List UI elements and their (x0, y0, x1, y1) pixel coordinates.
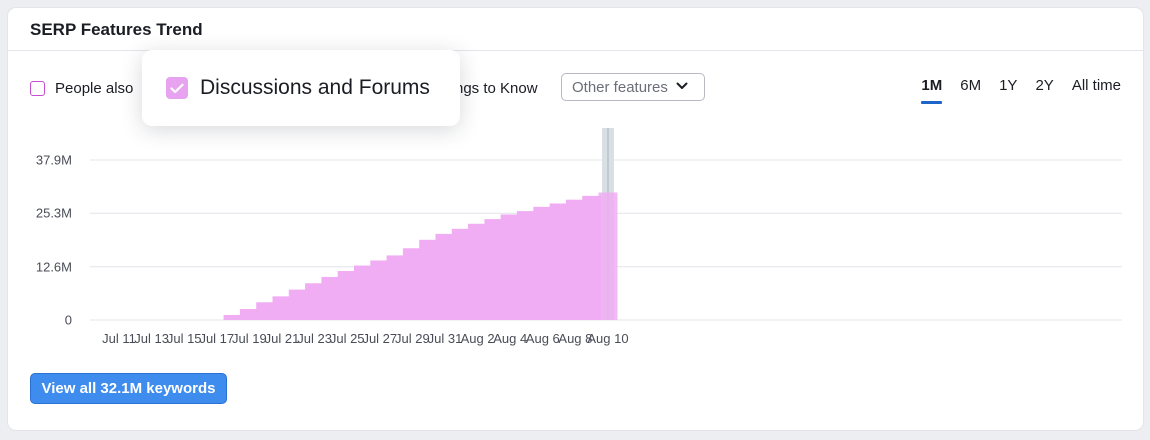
chevron-down-icon (676, 81, 688, 93)
x-tick-label: Aug 10 (587, 331, 628, 346)
x-tick-label: Jul 31 (428, 331, 463, 346)
tab-6m[interactable]: 6M (960, 77, 982, 94)
x-tick-label: Aug 6 (526, 331, 560, 346)
other-features-dropdown[interactable]: Other features (561, 73, 705, 101)
x-tick-label: Aug 4 (493, 331, 527, 346)
things-to-know-label: ngs to Know (455, 80, 538, 97)
bar[interactable] (370, 260, 390, 320)
x-tick-label: Jul 27 (362, 331, 397, 346)
discussions-forums-popup[interactable]: Discussions and Forums (142, 50, 460, 126)
bar[interactable] (402, 248, 422, 320)
bar[interactable] (256, 302, 276, 320)
bar[interactable] (272, 296, 292, 320)
bar[interactable] (288, 289, 308, 320)
y-tick-label: 0 (65, 313, 72, 328)
x-tick-label: Jul 19 (232, 331, 267, 346)
bar[interactable] (533, 206, 553, 320)
x-tick-label: Jul 11 (102, 331, 136, 346)
bar[interactable] (419, 239, 439, 320)
filters-row: People also ngs to Know Other features 1… (8, 68, 1143, 108)
bar[interactable] (223, 314, 243, 320)
x-tick-label: Jul 13 (134, 331, 169, 346)
bar[interactable] (549, 203, 569, 320)
x-tick-label: Jul 23 (297, 331, 332, 346)
bar[interactable] (386, 255, 406, 320)
bar[interactable] (435, 233, 455, 320)
people-also-ask-label: People also (55, 80, 134, 97)
x-tick-label: Jul 15 (167, 331, 202, 346)
bar[interactable] (451, 228, 471, 320)
card-title: SERP Features Trend (30, 20, 203, 39)
bar[interactable] (598, 192, 618, 320)
y-tick-label: 25.3M (36, 206, 72, 221)
things-to-know-filter[interactable]: ngs to Know (455, 80, 538, 97)
other-features-label: Other features (572, 78, 668, 96)
bar[interactable] (582, 195, 602, 320)
bar[interactable] (565, 199, 585, 320)
bar[interactable] (305, 283, 325, 320)
checkmark-icon (170, 83, 184, 93)
people-also-ask-filter[interactable]: People also (30, 80, 133, 97)
x-tick-label: Jul 17 (199, 331, 234, 346)
bar[interactable] (337, 271, 357, 320)
bar[interactable] (321, 276, 341, 320)
bar[interactable] (239, 309, 259, 320)
x-tick-label: Aug 2 (461, 331, 495, 346)
people-also-ask-checkbox[interactable] (30, 81, 45, 96)
discussions-forums-label: Discussions and Forums (200, 76, 430, 99)
range-tabs: 1M 6M 1Y 2Y All time (921, 77, 1121, 104)
bar[interactable] (354, 265, 373, 320)
bar[interactable] (468, 223, 488, 320)
x-tick-label: Aug 8 (558, 331, 592, 346)
bar[interactable] (500, 214, 520, 320)
bar[interactable] (484, 219, 504, 320)
bar[interactable] (517, 211, 536, 320)
tab-2y[interactable]: 2Y (1035, 77, 1054, 94)
tab-1y[interactable]: 1Y (999, 77, 1018, 94)
tab-1m[interactable]: 1M (921, 77, 942, 104)
view-all-keywords-button[interactable]: View all 32.1M keywords (30, 373, 227, 404)
x-tick-label: Jul 25 (330, 331, 365, 346)
discussions-forums-checkbox[interactable] (166, 77, 188, 99)
y-tick-label: 12.6M (36, 259, 72, 274)
x-tick-label: Jul 29 (395, 331, 430, 346)
y-tick-label: 37.9M (36, 153, 72, 168)
tab-all-time[interactable]: All time (1071, 77, 1121, 94)
card-header: SERP Features Trend (8, 8, 1143, 51)
x-tick-label: Jul 21 (265, 331, 300, 346)
